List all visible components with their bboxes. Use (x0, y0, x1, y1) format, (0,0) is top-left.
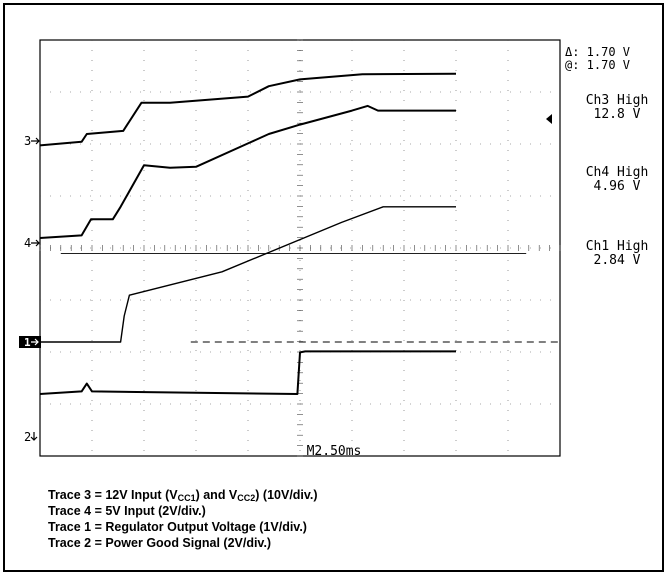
ch3-readout-name: Ch3 High (586, 93, 649, 108)
timebase-label: M2.50ms (307, 444, 362, 459)
ch4-marker: 4 (24, 236, 31, 250)
trace3-line (39, 72, 457, 147)
ch4-readout-name: Ch4 High (586, 165, 649, 180)
ch1-marker: 1 (24, 336, 31, 349)
ch2-marker-arrow-icon (30, 432, 38, 441)
center-ticks (39, 39, 561, 457)
ch3-marker-arrow-icon (31, 137, 40, 145)
ch1-readout-value: 2.84 V (594, 253, 641, 268)
figure-frame (3, 3, 664, 572)
caption-trace1: Trace 1 = Regulator Output Voltage (1V/d… (48, 520, 307, 534)
ch3-readout-value: 12.8 V (594, 107, 641, 122)
ch1-marker-arrow-icon (31, 338, 39, 346)
traces (39, 72, 457, 395)
trace1-line (40, 206, 456, 343)
ch1-readout-name: Ch1 High (586, 239, 649, 254)
caption-trace4: Trace 4 = 5V Input (2V/div.) (48, 504, 206, 518)
cursor-delta: Δ: 1.70 V (565, 45, 630, 59)
ch4-readout-value: 4.96 V (594, 179, 641, 194)
caption-trace3: Trace 3 = 12V Input (VCC1) and VCC2) (10… (48, 488, 318, 503)
caption-trace2: Trace 2 = Power Good Signal (2V/div.) (48, 536, 272, 550)
trace4-line (39, 104, 456, 239)
ch4-marker-arrow-icon (31, 239, 40, 247)
trace2-line (39, 350, 456, 395)
ch3-marker: 3 (24, 134, 31, 148)
trigger-level-arrow-icon (546, 114, 552, 124)
ch2-marker: 2 (24, 430, 31, 444)
cursor-at: @: 1.70 V (565, 58, 630, 72)
